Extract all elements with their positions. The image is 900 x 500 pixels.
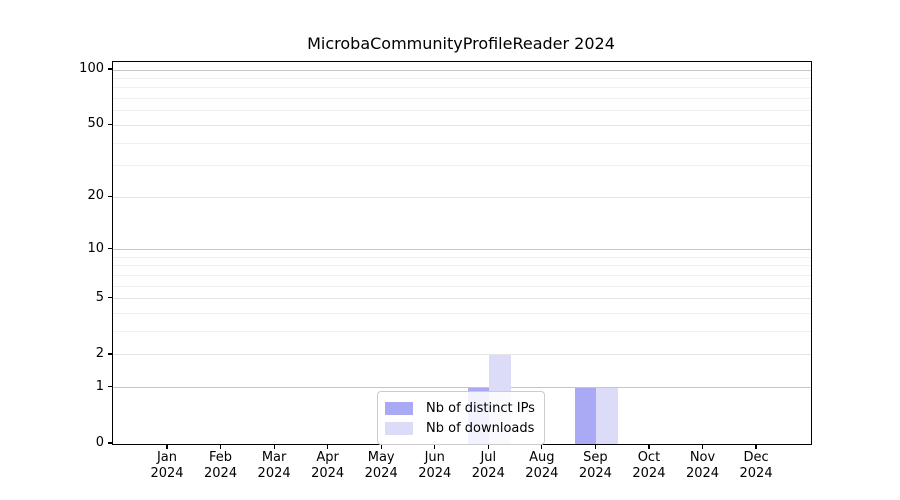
x-tick-mark <box>434 444 436 449</box>
y-tick-label: 1 <box>95 378 104 394</box>
y-tick-label: 0 <box>95 435 104 450</box>
y-tick-label: 100 <box>79 61 104 76</box>
y-tick-mark <box>107 195 112 197</box>
y-tick-mark <box>107 123 112 125</box>
gridline <box>113 274 811 276</box>
gridline <box>113 87 811 89</box>
y-tick-label: 2 <box>95 345 104 361</box>
x-tick-mark <box>219 444 222 449</box>
gridline <box>113 165 811 167</box>
gridline <box>113 285 811 287</box>
x-tick-label: Sep 2024 <box>578 450 612 481</box>
legend-label-distinct-ips: Nb of distinct IPs <box>426 400 535 416</box>
x-tick-label: Apr 2024 <box>311 450 345 481</box>
legend-entry-distinct-ips: Nb of distinct IPs <box>385 398 535 418</box>
x-tick-label: Jan 2024 <box>150 450 184 481</box>
x-tick-mark <box>594 444 596 449</box>
x-tick-mark <box>648 444 650 449</box>
gridline <box>113 196 811 198</box>
x-tick-mark <box>541 444 543 449</box>
gridline <box>113 77 811 79</box>
y-tick-label: 20 <box>87 188 104 204</box>
y-tick-mark <box>107 297 112 299</box>
x-tick-mark <box>166 444 168 449</box>
gridline <box>113 265 811 267</box>
legend: Nb of distinct IPs Nb of downloads <box>377 391 545 445</box>
x-tick-mark <box>755 444 757 449</box>
x-tick-label: Feb 2024 <box>204 450 238 481</box>
gridline <box>113 331 811 333</box>
y-tick-label: 5 <box>95 289 104 305</box>
x-tick-mark <box>487 444 489 449</box>
plot-area: Nb of distinct IPs Nb of downloads <box>112 61 812 445</box>
chart-title: MicrobaCommunityProfileReader 2024 <box>307 34 615 53</box>
x-tick-label: Oct 2024 <box>632 450 666 481</box>
gridline <box>113 124 811 126</box>
x-tick-label: Jul 2024 <box>471 450 505 481</box>
x-tick-label: Aug 2024 <box>525 450 559 481</box>
gridline <box>113 249 811 251</box>
bar-ips-sep <box>575 387 597 444</box>
legend-swatch-downloads <box>385 421 413 435</box>
gridline <box>113 256 811 258</box>
y-tick-mark <box>107 68 112 70</box>
y-tick-mark <box>107 248 112 250</box>
gridline <box>113 110 811 112</box>
legend-swatch-distinct-ips <box>385 401 413 415</box>
y-tick-mark <box>107 442 112 444</box>
gridline <box>113 354 811 356</box>
y-tick-mark <box>107 386 112 388</box>
x-tick-label: Nov 2024 <box>685 450 720 481</box>
y-tick-label: 50 <box>87 116 104 132</box>
gridline <box>113 313 811 315</box>
x-tick-mark <box>273 444 275 449</box>
x-tick-mark <box>327 444 329 449</box>
legend-entry-downloads: Nb of downloads <box>385 418 535 438</box>
x-tick-label: Mar 2024 <box>257 450 291 481</box>
legend-label-downloads: Nb of downloads <box>426 420 535 436</box>
bar-downloads-sep <box>596 387 618 444</box>
x-tick-mark <box>380 444 382 449</box>
x-tick-label: Dec 2024 <box>739 450 773 481</box>
x-tick-label: May 2024 <box>364 450 398 481</box>
y-tick-label: 10 <box>87 240 104 256</box>
gridline <box>113 387 811 389</box>
gridline <box>113 142 811 144</box>
x-tick-mark <box>701 444 704 449</box>
gridline <box>113 298 811 300</box>
y-tick-mark <box>107 353 112 355</box>
x-tick-label: Jun 2024 <box>418 450 452 481</box>
gridline <box>113 98 811 100</box>
gridline <box>113 69 811 71</box>
